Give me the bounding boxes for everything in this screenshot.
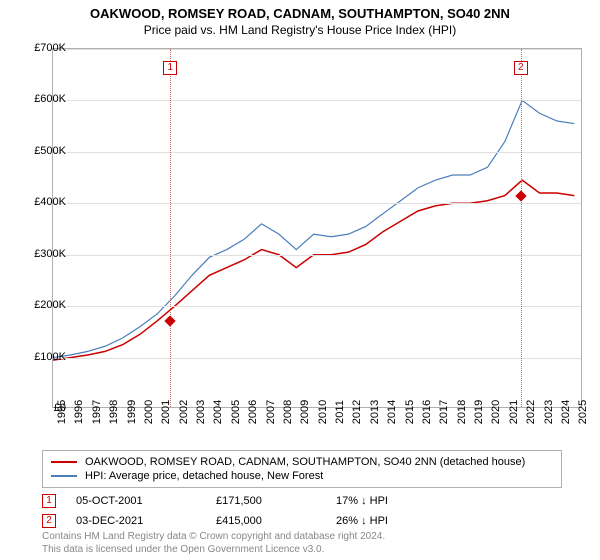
x-axis-label: 1999 [126,400,138,424]
x-axis-label: 2019 [473,400,485,424]
transaction-date: 03-DEC-2021 [76,515,216,527]
transaction-marker-1: 1 [42,494,56,508]
legend-label-price-paid: OAKWOOD, ROMSEY ROAD, CADNAM, SOUTHAMPTO… [85,456,525,468]
transaction-delta: 26% ↓ HPI [336,515,456,527]
y-axis-label: £300K [16,248,66,260]
x-axis-label: 2020 [490,400,502,424]
gridline [53,203,581,204]
chart-plot-area: 12 [52,48,582,408]
y-axis-label: £400K [16,196,66,208]
legend-swatch-price-paid [51,461,77,463]
gridline [53,100,581,101]
x-axis-label: 2014 [386,400,398,424]
x-axis-label: 2004 [212,400,224,424]
legend-swatch-hpi [51,475,77,477]
x-axis-label: 2006 [247,400,259,424]
y-axis-label: £100K [16,351,66,363]
footer-line-2: This data is licensed under the Open Gov… [42,543,385,556]
transaction-delta: 17% ↓ HPI [336,495,456,507]
footer-attribution: Contains HM Land Registry data © Crown c… [42,530,385,556]
x-axis-label: 2022 [525,400,537,424]
x-axis-label: 2015 [404,400,416,424]
marker-number-box: 2 [514,61,528,75]
x-axis-label: 2003 [195,400,207,424]
y-axis-label: £700K [16,42,66,54]
x-axis-label: 2007 [265,400,277,424]
y-axis-label: £200K [16,299,66,311]
x-axis-label: 2010 [317,400,329,424]
series-line-hpi [53,100,574,357]
x-axis-label: 2013 [369,400,381,424]
x-axis-label: 2021 [508,400,520,424]
marker-vline [170,49,171,407]
x-axis-label: 1995 [56,400,68,424]
chart-svg [53,49,581,407]
x-axis-label: 2025 [577,400,589,424]
series-line-price_paid [53,180,574,360]
x-axis-label: 2023 [543,400,555,424]
transaction-price: £415,000 [216,515,336,527]
gridline [53,49,581,50]
chart-subtitle: Price paid vs. HM Land Registry's House … [0,21,600,37]
marker-number-box: 1 [163,61,177,75]
x-axis-label: 2001 [160,400,172,424]
x-axis-label: 2011 [334,400,346,424]
x-axis-label: 2005 [230,400,242,424]
x-axis-label: 2016 [421,400,433,424]
legend-box: OAKWOOD, ROMSEY ROAD, CADNAM, SOUTHAMPTO… [42,450,562,488]
transaction-marker-2: 2 [42,514,56,528]
x-axis-label: 2017 [438,400,450,424]
gridline [53,255,581,256]
x-axis-label: 1996 [73,400,85,424]
transaction-price: £171,500 [216,495,336,507]
transaction-row: 2 03-DEC-2021 £415,000 26% ↓ HPI [42,514,562,528]
x-axis-label: 2018 [456,400,468,424]
gridline [53,358,581,359]
x-axis-label: 2009 [299,400,311,424]
transaction-row: 1 05-OCT-2001 £171,500 17% ↓ HPI [42,494,562,508]
legend-label-hpi: HPI: Average price, detached house, New … [85,470,323,482]
x-axis-label: 1997 [91,400,103,424]
x-axis-label: 2002 [178,400,190,424]
legend-item-hpi: HPI: Average price, detached house, New … [51,469,553,483]
marker-vline [521,49,522,407]
x-axis-label: 2012 [351,400,363,424]
gridline [53,152,581,153]
x-axis-label: 2000 [143,400,155,424]
y-axis-label: £600K [16,93,66,105]
footer-line-1: Contains HM Land Registry data © Crown c… [42,530,385,543]
chart-title: OAKWOOD, ROMSEY ROAD, CADNAM, SOUTHAMPTO… [0,0,600,21]
x-axis-label: 1998 [108,400,120,424]
gridline [53,306,581,307]
x-axis-label: 2008 [282,400,294,424]
legend-item-price-paid: OAKWOOD, ROMSEY ROAD, CADNAM, SOUTHAMPTO… [51,455,553,469]
transaction-date: 05-OCT-2001 [76,495,216,507]
y-axis-label: £500K [16,145,66,157]
x-axis-label: 2024 [560,400,572,424]
